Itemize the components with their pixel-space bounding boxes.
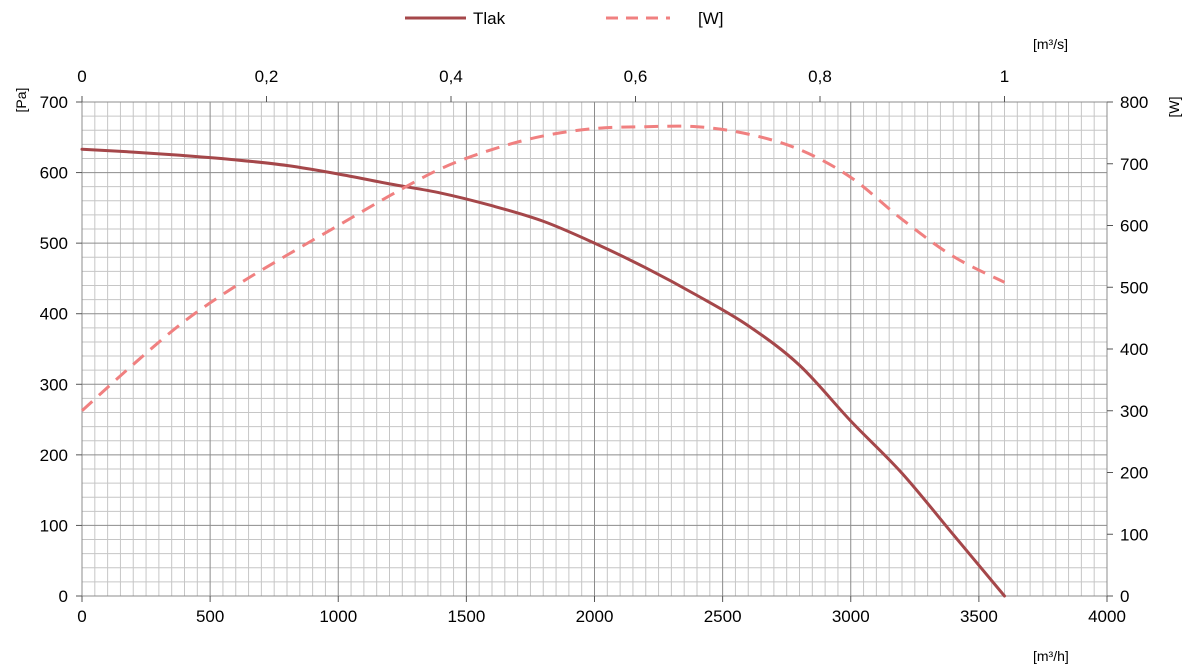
top-tick-label: 0,8 <box>808 67 832 86</box>
bottom-axis-unit-label: [m³/h] <box>1033 648 1069 664</box>
top-axis-unit-label: [m³/s] <box>1033 36 1068 52</box>
top-tick-label: 0,2 <box>255 67 279 86</box>
legend-pressure-label: Tlak <box>473 9 506 28</box>
bottom-tick-label: 4000 <box>1088 607 1126 626</box>
top-axis-ticks: 0 0,2 0,4 0,6 0,8 1 <box>77 67 1009 102</box>
bottom-tick-label: 500 <box>196 607 224 626</box>
pressure-curve <box>80 147 1006 598</box>
legend-power-label: [W] <box>698 9 724 28</box>
right-axis-ticks: 0 100 200 300 400 500 600 700 800 <box>1107 93 1148 606</box>
left-tick-label: 500 <box>40 234 68 253</box>
right-tick-label: 800 <box>1120 93 1148 112</box>
left-axis-unit-label: [Pa] <box>13 88 29 113</box>
left-tick-label: 0 <box>59 587 68 606</box>
bottom-tick-label: 1000 <box>319 607 357 626</box>
right-tick-label: 0 <box>1120 587 1129 606</box>
left-tick-label: 200 <box>40 446 68 465</box>
left-tick-label: 300 <box>40 375 68 394</box>
series-layer <box>80 124 1006 598</box>
left-tick-label: 700 <box>40 93 68 112</box>
bottom-tick-label: 1500 <box>447 607 485 626</box>
top-tick-label: 1 <box>1000 67 1009 86</box>
top-tick-label: 0,4 <box>439 67 463 86</box>
right-tick-label: 200 <box>1120 464 1148 483</box>
bottom-tick-label: 3000 <box>832 607 870 626</box>
legend: Tlak [W] <box>405 9 724 28</box>
bottom-tick-label: 0 <box>77 607 86 626</box>
top-tick-label: 0 <box>77 67 86 86</box>
bottom-tick-label: 3500 <box>960 607 998 626</box>
right-tick-label: 300 <box>1120 402 1148 421</box>
right-tick-label: 600 <box>1120 217 1148 236</box>
right-tick-label: 400 <box>1120 340 1148 359</box>
left-tick-label: 600 <box>40 164 68 183</box>
right-tick-label: 100 <box>1120 525 1148 544</box>
bottom-tick-label: 2500 <box>704 607 742 626</box>
left-tick-label: 400 <box>40 305 68 324</box>
right-tick-label: 700 <box>1120 155 1148 174</box>
bottom-tick-label: 2000 <box>576 607 614 626</box>
left-axis-ticks: 0 100 200 300 400 500 600 700 <box>40 93 82 606</box>
bottom-axis-ticks: 0 500 1000 1500 2000 2500 3000 3500 4000 <box>77 596 1126 626</box>
right-tick-label: 500 <box>1120 278 1148 297</box>
right-axis-unit-label: [W] <box>1166 97 1182 118</box>
power-curve <box>80 124 1006 412</box>
left-tick-label: 100 <box>40 516 68 535</box>
top-tick-label: 0,6 <box>624 67 648 86</box>
